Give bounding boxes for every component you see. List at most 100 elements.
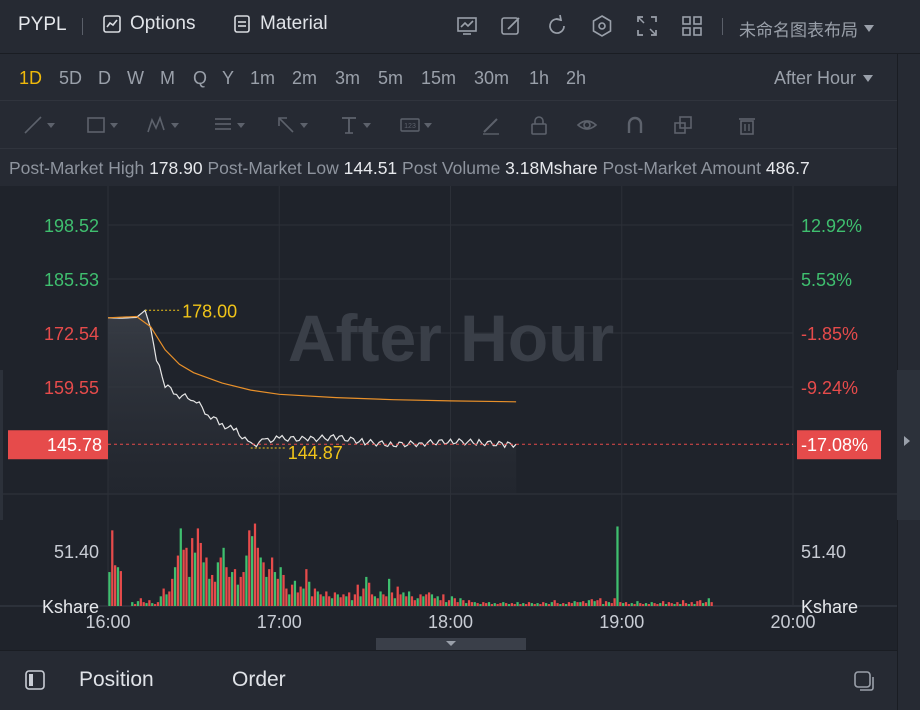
volume-bar xyxy=(248,530,251,606)
tab-order[interactable]: Order xyxy=(232,668,286,691)
rectangle-tool[interactable] xyxy=(85,113,118,137)
divider xyxy=(82,18,83,35)
layout-name-label: 未命名图表布局 xyxy=(739,21,858,40)
trash-icon xyxy=(739,118,755,135)
low-value: 144.51 xyxy=(343,158,398,178)
divider xyxy=(722,18,723,35)
magnet-tool[interactable] xyxy=(624,113,646,137)
volume-bar xyxy=(676,602,679,606)
volume-bar xyxy=(699,600,702,606)
grid-layout-icon[interactable] xyxy=(680,14,704,38)
volume-bar xyxy=(502,602,505,606)
interval-3m[interactable]: 3m xyxy=(335,68,361,88)
price-label-tool[interactable]: 123 xyxy=(399,113,432,137)
refresh-icon[interactable] xyxy=(545,14,569,38)
visibility-tool[interactable] xyxy=(576,113,598,137)
volume-bar xyxy=(333,592,337,606)
volume-bar xyxy=(656,604,659,606)
y-tick-label-right: -9.24% xyxy=(801,378,858,398)
volume-bar xyxy=(590,599,593,606)
panel-toggle-icon[interactable] xyxy=(24,669,46,691)
text-tool[interactable] xyxy=(338,113,371,137)
pattern-tool[interactable] xyxy=(146,113,179,137)
settings-icon[interactable] xyxy=(590,14,614,38)
interval-2m[interactable]: 2m xyxy=(292,68,318,88)
interval-30m[interactable]: 30m xyxy=(474,68,510,88)
volume-bar xyxy=(199,542,202,606)
interval-Q[interactable]: Q xyxy=(193,68,208,88)
volume-bar xyxy=(173,567,177,606)
volume-bar xyxy=(353,594,357,606)
volume-bar xyxy=(339,597,342,606)
volume-bar xyxy=(573,601,576,606)
interval-1h[interactable]: 1h xyxy=(529,68,550,88)
pen-tool[interactable] xyxy=(480,113,502,137)
volume-bar xyxy=(427,592,431,606)
caret-down-icon xyxy=(47,123,55,128)
volume-bar xyxy=(667,602,670,606)
volume-bar xyxy=(219,557,222,606)
material-button[interactable]: Material xyxy=(232,13,328,35)
volume-bar xyxy=(485,603,488,606)
interval-1D[interactable]: 1D xyxy=(19,68,43,88)
volume-bar xyxy=(165,594,168,606)
volume-bar xyxy=(533,604,536,606)
chart-area[interactable]: After Hour 198.52 12.92% 185.53 5.53% 172.54… xyxy=(0,186,897,639)
interval-W[interactable]: W xyxy=(127,68,144,88)
high-marker-label: 178.00 xyxy=(182,301,237,321)
interval-M[interactable]: M xyxy=(160,68,175,88)
interval-5m[interactable]: 5m xyxy=(378,68,404,88)
rectangle-icon xyxy=(87,117,105,133)
caret-down-icon xyxy=(110,123,118,128)
interval-Y[interactable]: Y xyxy=(222,68,235,88)
left-edge-strip xyxy=(0,370,3,520)
y-tick-label-right: 5.53% xyxy=(801,270,852,290)
interval-1m[interactable]: 1m xyxy=(250,68,276,88)
ticker-symbol[interactable]: PYPL xyxy=(18,14,67,35)
side-panel-toggle[interactable] xyxy=(897,370,920,520)
fib-tool[interactable] xyxy=(212,113,245,137)
volume-bar xyxy=(482,602,485,606)
interval-5D[interactable]: 5D xyxy=(59,68,83,88)
options-button[interactable]: Options xyxy=(102,13,195,35)
volume-bar xyxy=(447,600,451,606)
copy-window-icon[interactable] xyxy=(852,669,876,693)
volume-bar xyxy=(459,598,462,606)
trend-line-tool[interactable] xyxy=(22,113,55,137)
volume-bar xyxy=(556,603,559,606)
fullscreen-icon[interactable] xyxy=(635,14,659,38)
amount-label: Post-Market Amount xyxy=(602,158,762,178)
volume-bar xyxy=(376,598,379,606)
volume-bar xyxy=(373,596,376,606)
volume-bar xyxy=(402,592,405,606)
volume-bar xyxy=(664,604,668,606)
volume-bar xyxy=(596,600,599,606)
interval-D[interactable]: D xyxy=(98,68,111,88)
volume-bar xyxy=(410,596,414,606)
volume-bar xyxy=(368,582,371,606)
layers-tool[interactable] xyxy=(672,113,694,137)
layout-selector[interactable]: 未命名图表布局 xyxy=(739,16,874,41)
volume-bar xyxy=(701,603,705,606)
indicator-chart-icon[interactable] xyxy=(455,14,479,38)
volume-bar xyxy=(644,603,648,606)
arrow-tool[interactable] xyxy=(275,113,308,137)
price-chart[interactable]: After Hour 198.52 12.92% 185.53 5.53% 172.54… xyxy=(0,186,897,639)
lock-tool[interactable] xyxy=(528,113,550,137)
price-line-series xyxy=(107,309,517,449)
volume-bar xyxy=(213,581,217,606)
volume-bar xyxy=(687,604,690,606)
current-price-tag xyxy=(8,430,108,460)
volume-bar xyxy=(576,602,579,606)
volume-bar xyxy=(145,603,148,606)
interval-2h[interactable]: 2h xyxy=(566,68,587,88)
tab-position[interactable]: Position xyxy=(79,668,154,691)
delete-tool[interactable] xyxy=(736,113,758,137)
volume-bar xyxy=(564,604,568,606)
volume-bar xyxy=(642,604,645,606)
session-selector[interactable]: After Hour xyxy=(774,68,874,89)
interval-15m[interactable]: 15m xyxy=(421,68,457,88)
collapse-panel-button[interactable] xyxy=(376,638,526,650)
layers-icon xyxy=(674,116,692,134)
edit-icon[interactable] xyxy=(499,14,523,38)
